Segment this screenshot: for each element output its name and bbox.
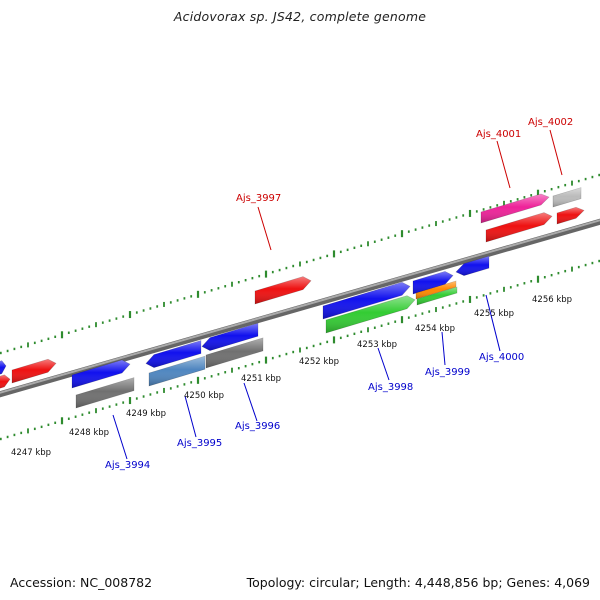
gene-offscreen-red: [0, 374, 11, 389]
gene-blue-e: [412, 271, 454, 295]
gene-ajs-3996: [205, 337, 264, 369]
gene-blue-c: [201, 322, 259, 351]
gene-offscreen-blue-shading: [0, 360, 6, 375]
gene-blue-b: [145, 340, 202, 368]
leader-line: [496, 140, 511, 189]
genome-stats-text: Topology: circular; Length: 4,448,856 bp…: [246, 575, 590, 590]
upper-tick-track: [0, 173, 600, 355]
gene-label: Ajs_3997: [236, 193, 281, 204]
gene-label: Ajs_3996: [235, 421, 280, 432]
scale-label: 4255 kbp: [474, 309, 514, 319]
gene-label: Ajs_3998: [368, 382, 413, 393]
gene-blue-a-shading: [72, 360, 130, 388]
scale-label: 4254 kbp: [415, 324, 455, 334]
gene-ajs-4002-shading: [553, 187, 581, 207]
gene-blue-d: [322, 281, 411, 320]
gene-ajs-3996-shading: [206, 337, 263, 368]
gene-offscreen-red-shading: [0, 374, 10, 389]
gene-ajs-4001-b: [485, 212, 553, 243]
gene-labels: Ajs_3997 Ajs_4001 Ajs_4002 Ajs_3994 Ajs_3995…: [105, 117, 573, 471]
label-leaders: [112, 129, 563, 460]
gene-ajs-3998: [325, 295, 416, 334]
gene-ajs-3995-shading: [149, 356, 205, 386]
gene-blue-c-shading: [202, 323, 258, 351]
gene-ajs-4002-b: [556, 206, 585, 225]
map-title: Acidovorax sp. JS42, complete genome: [173, 9, 427, 24]
backbone-line: [0, 218, 600, 398]
leader-line: [257, 206, 272, 251]
gene-ajs-4002: [552, 187, 582, 208]
scale-label: 4252 kbp: [299, 357, 339, 367]
lower-tick-track: [0, 259, 600, 441]
accession-text: Accession: NC_008782: [10, 575, 153, 590]
leader-line: [184, 395, 197, 438]
gene-ajs-4001: [480, 193, 550, 224]
gene-ajs-3999-a-shading: [416, 281, 456, 299]
leader-line: [549, 129, 563, 176]
scale-label: 4251 kbp: [241, 374, 281, 384]
gene-label: Ajs_4001: [476, 129, 521, 140]
scale-label: 4253 kbp: [357, 340, 397, 350]
gene-ajs-3998-shading: [326, 295, 415, 333]
scale-label: 4247 kbp: [11, 448, 51, 458]
gene-ajs-3995: [148, 355, 206, 387]
gene-ajs-3994-shading: [76, 377, 134, 408]
leader-line: [485, 294, 501, 352]
scale-label: 4250 kbp: [184, 391, 224, 401]
gene-label: Ajs_3999: [425, 367, 470, 378]
gene-blue-f-shading: [456, 256, 489, 276]
gene-features: [0, 187, 585, 409]
scale-labels: 4247 kbp 4248 kbp 4249 kbp 4250 kbp 4251 kbp…: [11, 295, 572, 458]
gene-ajs-3994: [75, 377, 135, 409]
gene-ajs-3999-b-shading: [417, 287, 457, 305]
leader-line: [112, 414, 128, 460]
gene-ajs-3999-a: [415, 280, 457, 300]
gene-blue-b-shading: [146, 340, 201, 368]
gene-ajs-4001-shading: [481, 194, 549, 223]
gene-label: Ajs_4000: [479, 352, 524, 363]
gene-blue-f: [455, 255, 490, 276]
leader-line: [243, 382, 258, 422]
gene-blue-a: [71, 359, 131, 389]
scale-label: 4248 kbp: [69, 428, 109, 438]
gene-blue-e-shading: [413, 271, 453, 294]
gene-label: Ajs_3995: [177, 438, 222, 449]
backbone-highlight: [0, 219, 600, 394]
gene-label: Ajs_3994: [105, 460, 150, 471]
gene-ajs-3997-shading: [255, 276, 311, 304]
genome-backbone: [0, 218, 600, 398]
gene-ajs-3997: [254, 276, 312, 305]
gene-ajs-4001-b-shading: [486, 212, 552, 242]
gene-label: Ajs_4002: [528, 117, 573, 128]
leader-line: [441, 331, 446, 366]
gene-blue-d-shading: [323, 282, 410, 319]
gene-ajs-4002-b-shading: [557, 207, 584, 224]
gene-ajs-3999-b: [416, 286, 458, 306]
gene-offscreen-blue: [0, 360, 7, 375]
scale-label: 4249 kbp: [126, 409, 166, 419]
gene-red-a: [11, 358, 57, 384]
gene-red-a-shading: [12, 359, 56, 383]
scale-label: 4256 kbp: [532, 295, 572, 305]
leader-line: [377, 347, 390, 381]
